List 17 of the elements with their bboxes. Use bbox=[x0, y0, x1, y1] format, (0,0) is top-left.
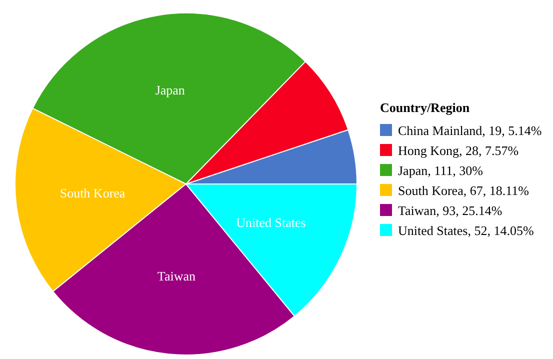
data-label: , 28, 7.57% bbox=[459, 143, 519, 158]
data-label: , 111, 30% bbox=[428, 163, 484, 178]
legend-label: Taiwan bbox=[398, 203, 437, 218]
legend-label: China Mainland bbox=[398, 123, 483, 138]
legend-label: South Korea bbox=[398, 183, 464, 198]
legend-label: Japan bbox=[398, 163, 428, 178]
legend-label: United States bbox=[398, 223, 468, 238]
slice-label: United States bbox=[236, 215, 306, 230]
legend-title: Country/Region bbox=[380, 100, 470, 115]
slice-label: South Korea bbox=[60, 185, 126, 200]
legend-label: Hong Kong bbox=[398, 143, 460, 158]
data-label: , 52, 14.05% bbox=[468, 223, 534, 238]
data-label: , 67, 18.11% bbox=[463, 183, 530, 198]
data-label: , 93, 25.14% bbox=[436, 203, 502, 218]
data-label: , 19, 5.14% bbox=[482, 123, 542, 138]
slice-label: Japan bbox=[155, 82, 186, 98]
slice-label: Taiwan bbox=[157, 268, 196, 284]
